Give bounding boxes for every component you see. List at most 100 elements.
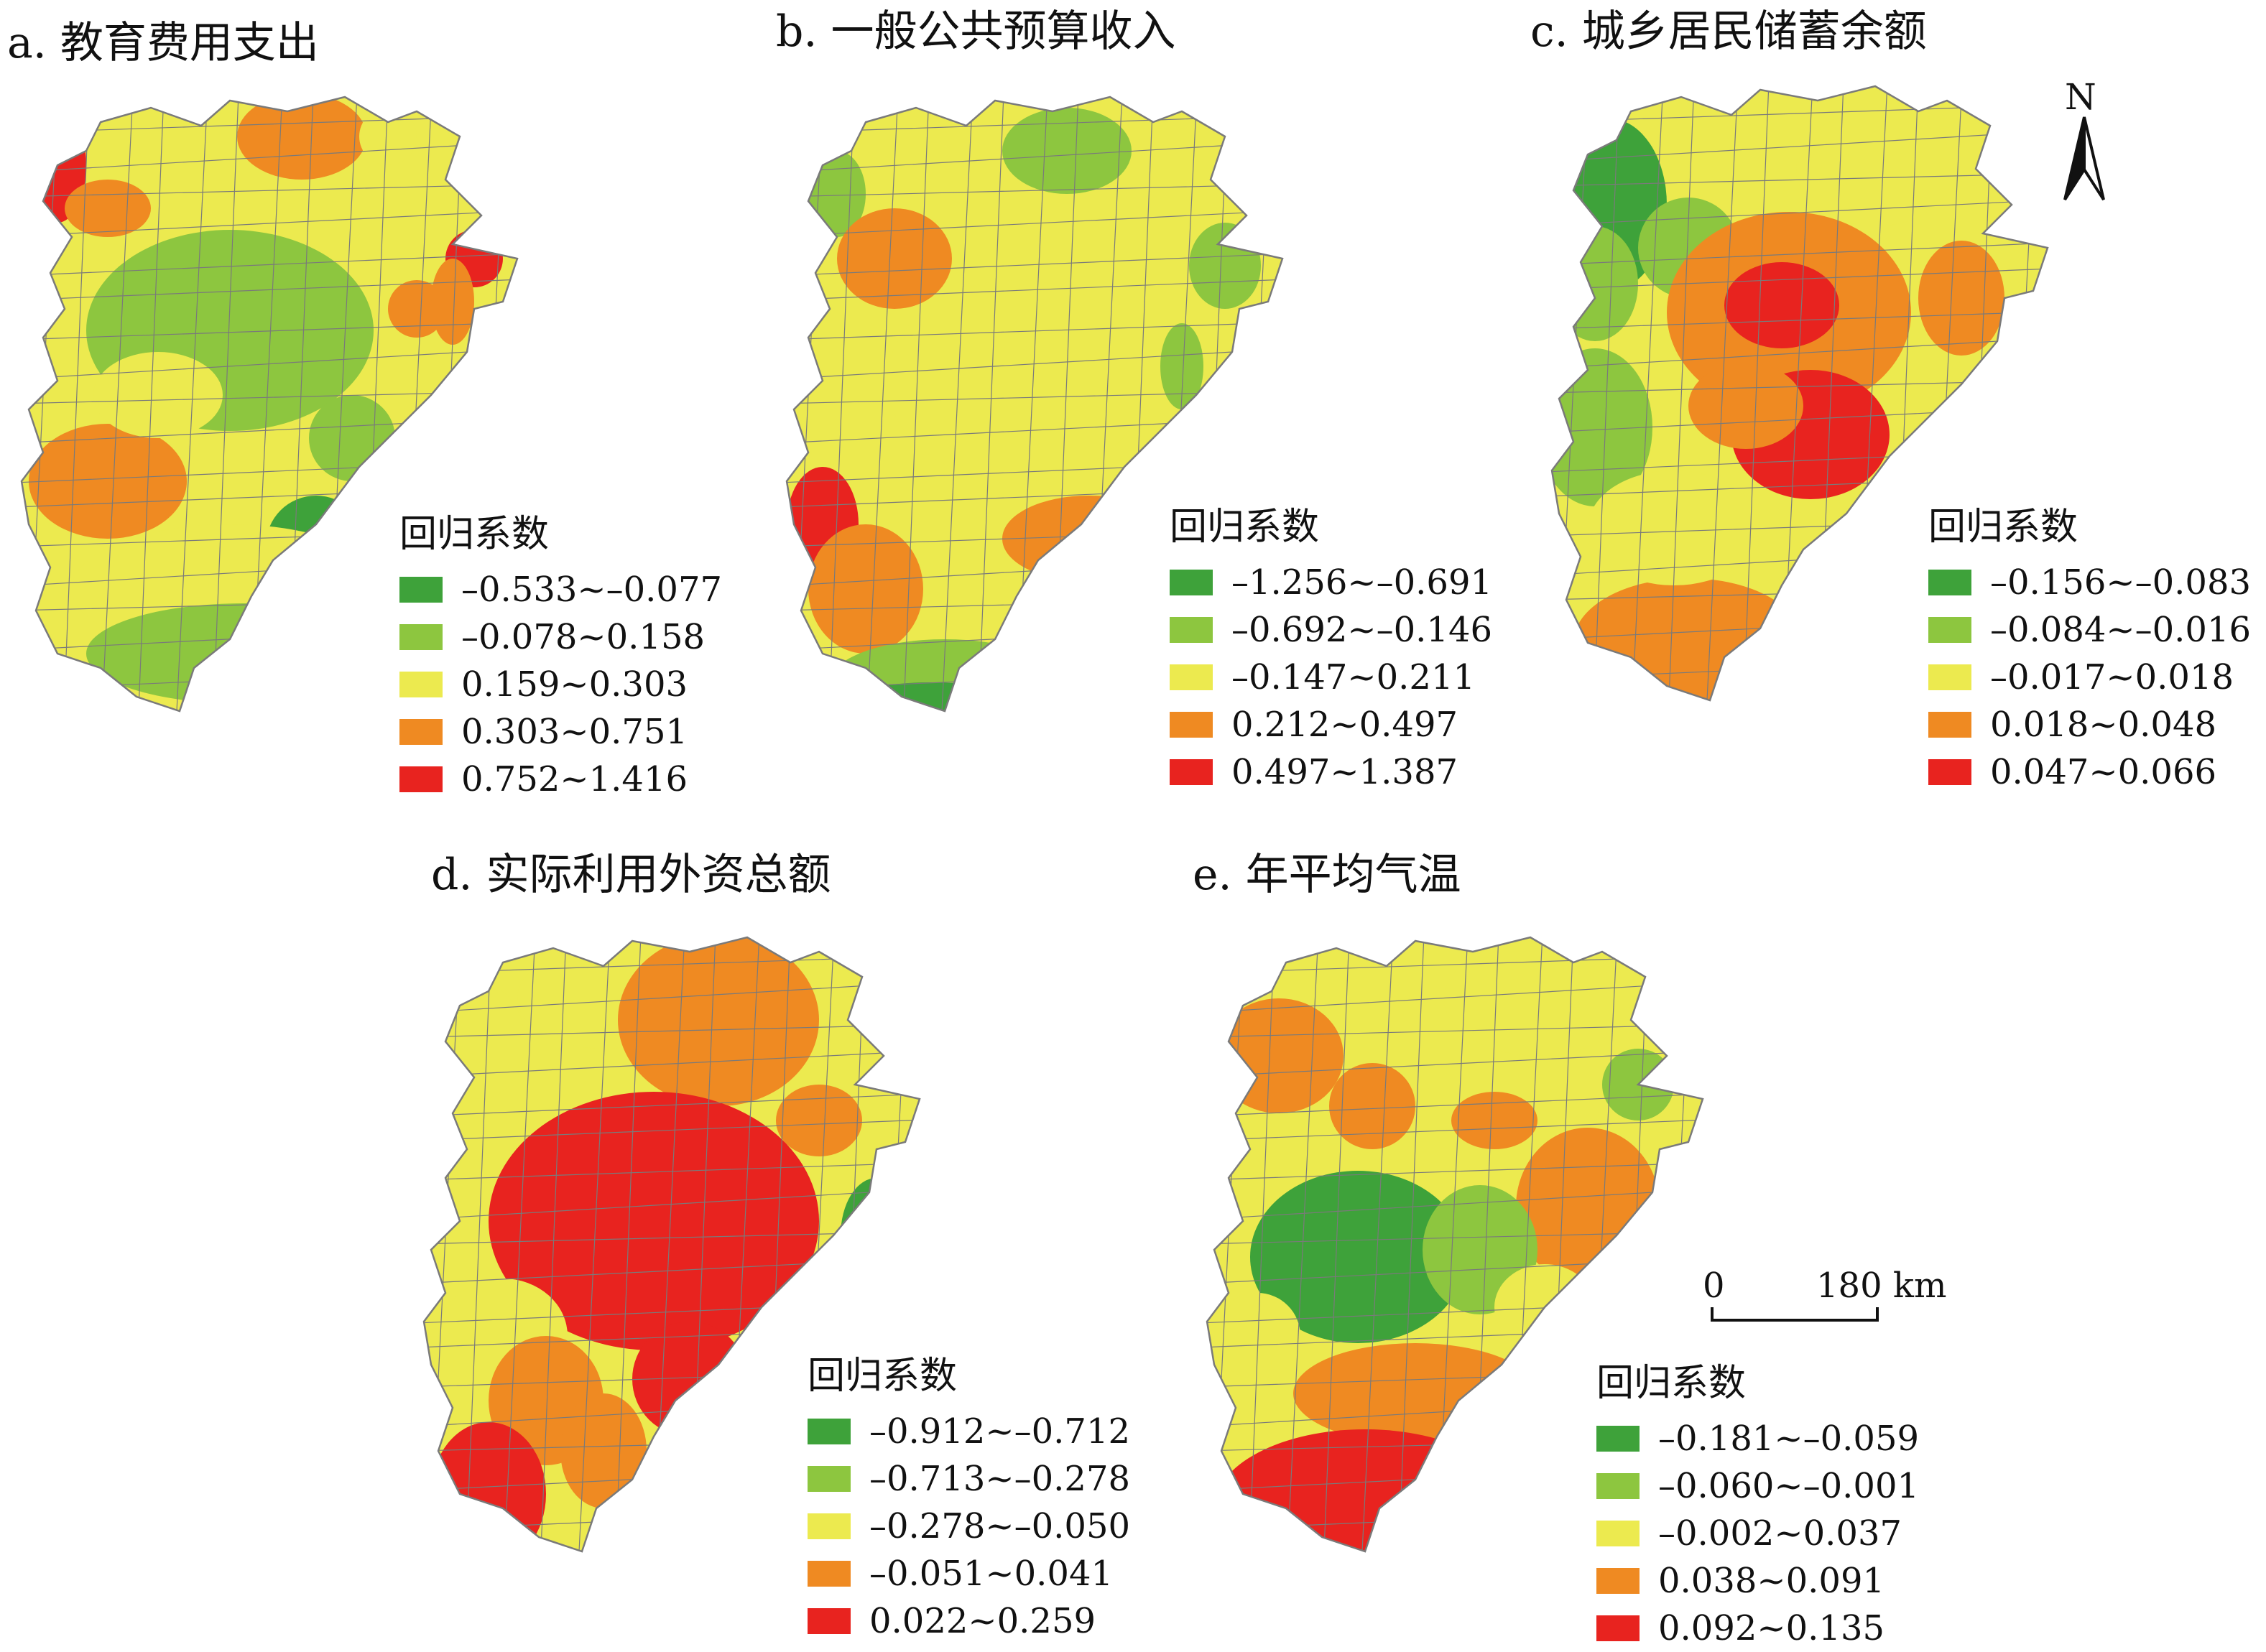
region-2	[1552, 226, 1638, 341]
legend-swatch	[399, 624, 443, 650]
legend-item: 0.159~0.303	[399, 661, 722, 708]
legend-item: –0.278~–0.050	[808, 1503, 1130, 1550]
region-2	[618, 937, 819, 1106]
legend-label: –0.713~–0.278	[869, 1459, 1131, 1499]
legend-swatch	[808, 1466, 851, 1492]
legend-swatch	[808, 1608, 851, 1634]
region-8	[29, 424, 187, 539]
legend-swatch	[1596, 1568, 1640, 1594]
legend-label: 0.092~0.135	[1658, 1608, 1885, 1648]
region-outline	[1550, 85, 2049, 702]
legend-item: –0.051~0.041	[808, 1550, 1130, 1597]
legend-swatch	[1170, 712, 1213, 738]
legend-label: –0.084~–0.016	[1990, 610, 2252, 650]
legend-item: 0.022~0.259	[808, 1597, 1130, 1645]
legend-title: 回归系数	[808, 1355, 958, 1398]
scale-end-label: 180 km	[1816, 1266, 1947, 1306]
panel-d-legend: 回归系数 –0.912~–0.712 –0.713~–0.278 –0.278~…	[808, 1358, 1130, 1645]
legend-item: –0.181~–0.059	[1596, 1415, 1919, 1462]
panel-e-map	[1206, 936, 1704, 1553]
region-9	[431, 1422, 546, 1551]
region-11	[86, 603, 402, 704]
region-3	[359, 108, 417, 165]
panel-d-map	[422, 936, 921, 1553]
region-2	[1002, 108, 1132, 194]
legend-swatch	[808, 1513, 851, 1539]
legend-label: –0.156~–0.083	[1990, 562, 2252, 603]
region-0	[438, 984, 524, 1099]
region-12	[1214, 1293, 1300, 1379]
legend-label: –0.278~–0.050	[869, 1506, 1131, 1546]
boundary-line	[787, 252, 1282, 277]
legend-label: –0.002~0.037	[1658, 1513, 1902, 1554]
panel-b-title: b. 一般公共预算收入	[776, 6, 1176, 57]
region-2	[1444, 941, 1631, 1056]
legend-item: –0.156~–0.083	[1928, 559, 2251, 606]
boundary-line	[787, 321, 1282, 340]
legend-item: 0.047~0.066	[1928, 748, 2251, 796]
legend-title: 回归系数	[1596, 1362, 1747, 1405]
boundary-line	[574, 937, 611, 1551]
legend-label: –0.692~–0.146	[1231, 610, 1493, 650]
panel-c-title: c. 城乡居民储蓄余额	[1530, 6, 1927, 57]
boundary-line	[1552, 267, 2048, 290]
region-9	[1573, 578, 1803, 700]
boundary-line	[1320, 937, 1350, 1551]
boundary-line	[22, 209, 517, 237]
legend-label: –0.060~–0.001	[1658, 1466, 1920, 1506]
legend-item: 0.092~0.135	[1596, 1605, 1919, 1652]
region-2	[237, 97, 366, 180]
legend-swatch	[1928, 617, 1971, 643]
legend-label: –0.147~0.211	[1231, 657, 1476, 697]
legend-label: –0.078~0.158	[461, 617, 706, 657]
panel-a-title: a. 教育费用支出	[7, 18, 319, 68]
legend-swatch	[1596, 1473, 1640, 1499]
boundary-line	[1207, 1161, 1703, 1181]
legend-label: 0.018~0.048	[1990, 705, 2217, 745]
region-8	[1918, 241, 2004, 356]
legend-label: 0.752~1.416	[461, 759, 688, 799]
boundary-line	[1702, 86, 1739, 700]
legend-swatch	[1596, 1615, 1640, 1641]
panel-a-legend: 回归系数 –0.533~–0.077 –0.078~0.158 0.159~0.…	[399, 516, 722, 803]
panel-e-title: e. 年平均气温	[1193, 850, 1461, 900]
boundary-line	[172, 97, 208, 711]
scale-start-label: 0	[1703, 1266, 1725, 1306]
region-7	[1688, 363, 1803, 449]
legend-label: 0.497~1.387	[1231, 752, 1458, 792]
boundary-line	[787, 278, 1282, 301]
boundary-line	[1665, 86, 1695, 700]
boundary-line	[1552, 241, 2048, 266]
region-12	[93, 352, 223, 438]
region-11	[887, 280, 1146, 481]
boundary-line	[900, 97, 930, 711]
panel-c-map	[1550, 85, 2049, 702]
boundary-line	[1207, 1118, 1703, 1141]
boundary-line	[1552, 310, 2048, 330]
boundary-line	[787, 209, 1282, 237]
region-11	[1214, 1429, 1516, 1551]
legend-item: –0.002~0.037	[1596, 1510, 1919, 1557]
legend-item: –0.713~–0.278	[808, 1455, 1130, 1503]
region-0	[1214, 998, 1344, 1113]
legend-swatch	[399, 577, 443, 603]
region-outline	[422, 936, 921, 1553]
region-4	[489, 1092, 819, 1350]
panel-b-legend: 回归系数 –1.256~–0.691 –0.692~–0.146 –0.147~…	[1170, 509, 1492, 796]
legend-item: –0.060~–0.001	[1596, 1462, 1919, 1510]
region-1	[65, 180, 151, 237]
region-5	[1516, 1128, 1660, 1286]
legend-swatch	[808, 1561, 851, 1587]
legend-swatch	[1928, 759, 1971, 785]
legend-swatch	[1928, 570, 1971, 595]
boundary-line	[537, 937, 567, 1551]
boundary-line	[424, 1092, 920, 1117]
legend-swatch	[1928, 664, 1971, 690]
legend-label: –0.017~0.018	[1990, 657, 2234, 697]
region-5	[841, 1178, 912, 1293]
region-7	[431, 259, 474, 345]
boundary-line	[22, 252, 517, 277]
region-10	[808, 682, 1053, 711]
legend-title: 回归系数	[399, 513, 550, 556]
